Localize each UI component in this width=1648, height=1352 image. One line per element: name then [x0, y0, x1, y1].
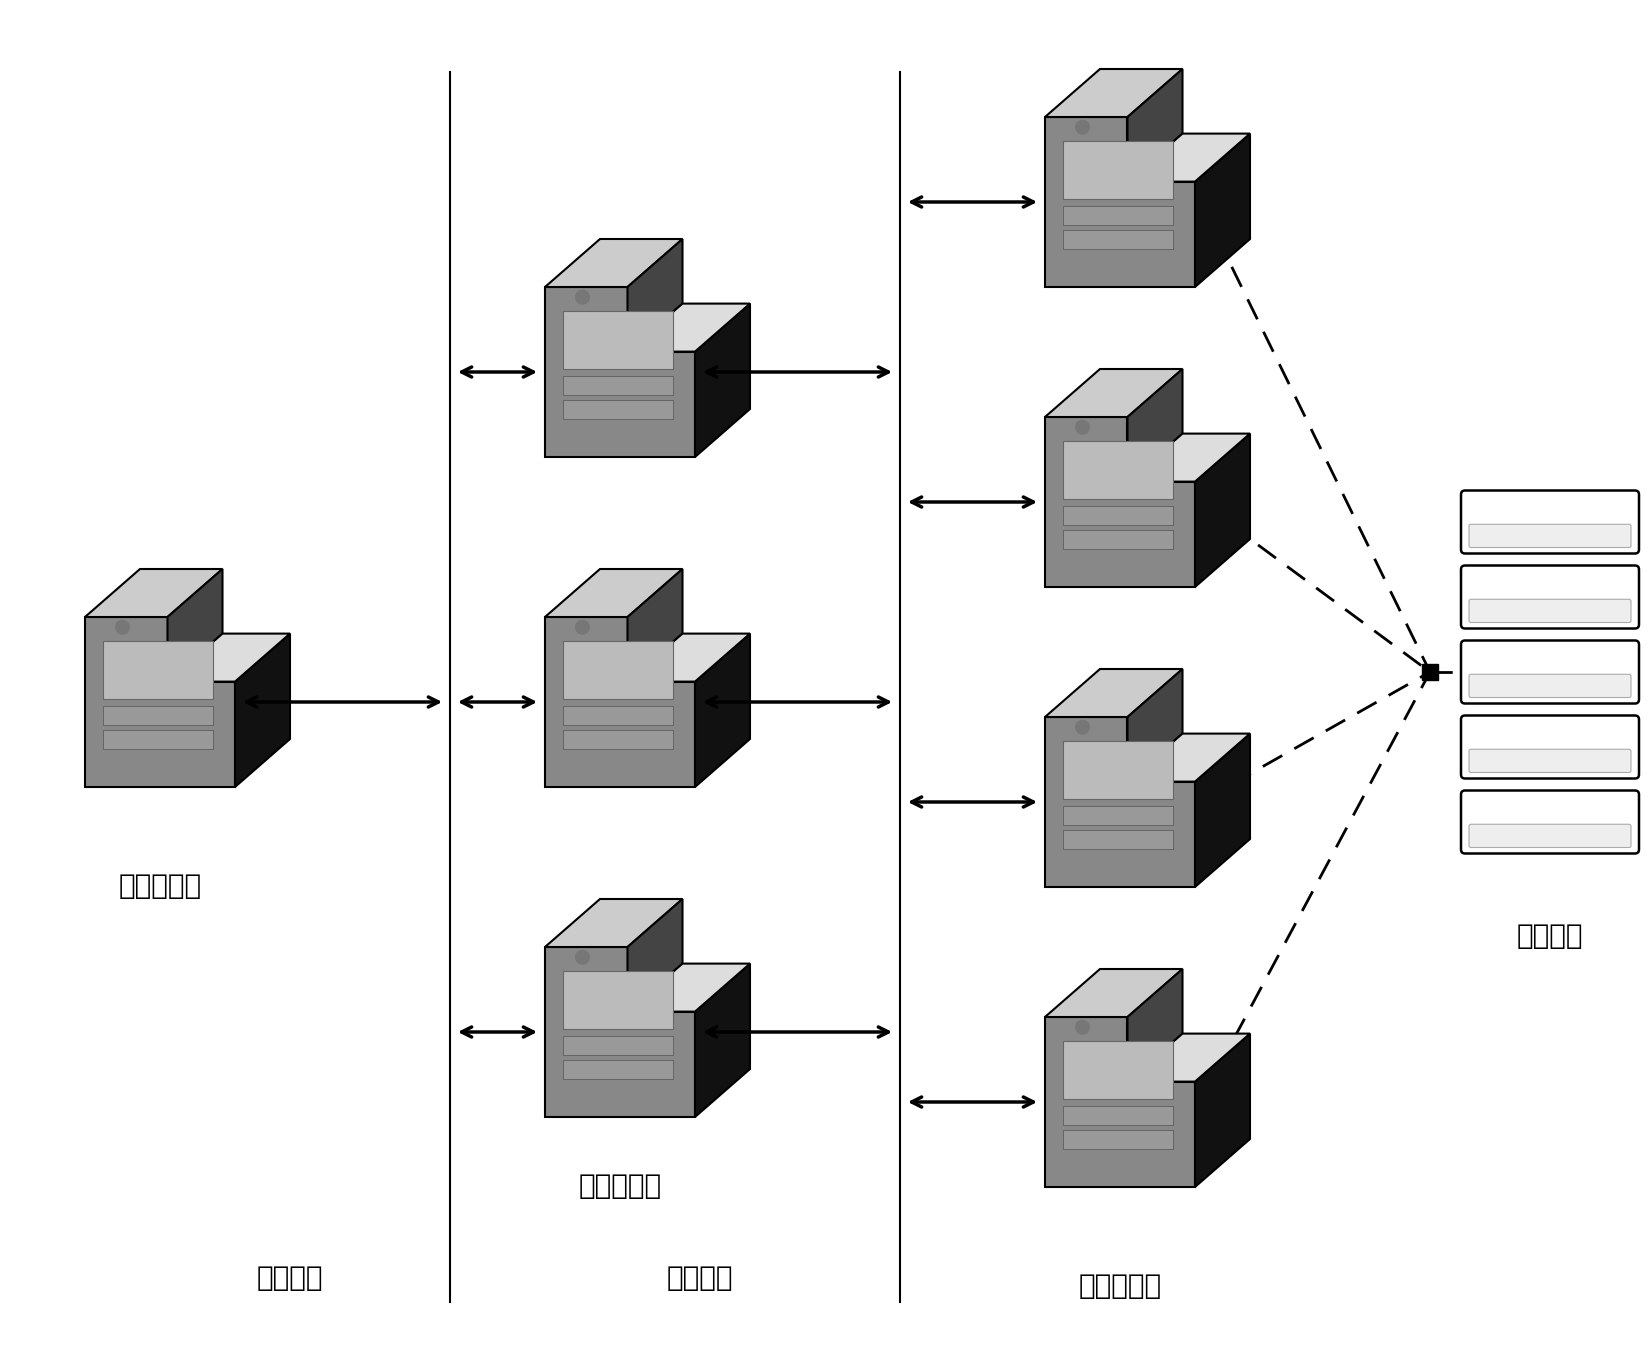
Polygon shape [1063, 207, 1172, 224]
Polygon shape [102, 730, 213, 749]
Polygon shape [102, 706, 213, 725]
Polygon shape [1063, 1130, 1172, 1149]
Circle shape [1076, 721, 1089, 734]
Polygon shape [628, 569, 682, 681]
Polygon shape [564, 706, 672, 725]
Polygon shape [564, 311, 672, 369]
FancyBboxPatch shape [1468, 525, 1632, 548]
Polygon shape [1195, 734, 1249, 887]
Circle shape [1076, 120, 1089, 134]
FancyBboxPatch shape [1462, 565, 1640, 629]
Text: 跨机通讯: 跨机通讯 [667, 1264, 733, 1293]
FancyBboxPatch shape [1462, 641, 1640, 703]
Polygon shape [1195, 134, 1249, 287]
Circle shape [575, 621, 590, 634]
Polygon shape [1045, 969, 1183, 1017]
Polygon shape [1127, 1033, 1249, 1082]
Polygon shape [628, 964, 750, 1011]
Text: 共享存储: 共享存储 [1516, 922, 1584, 950]
Polygon shape [695, 964, 750, 1117]
Polygon shape [1045, 717, 1195, 887]
FancyBboxPatch shape [1462, 791, 1640, 853]
Polygon shape [1063, 506, 1172, 525]
Polygon shape [1127, 969, 1183, 1082]
FancyBboxPatch shape [1468, 599, 1632, 622]
Polygon shape [564, 1036, 672, 1055]
Polygon shape [1195, 434, 1249, 587]
Polygon shape [1045, 69, 1183, 118]
Polygon shape [564, 1060, 672, 1079]
Polygon shape [236, 634, 290, 787]
Polygon shape [545, 899, 682, 946]
Polygon shape [1195, 1033, 1249, 1187]
Polygon shape [545, 617, 695, 787]
Polygon shape [1045, 416, 1195, 587]
Polygon shape [102, 641, 213, 699]
Polygon shape [545, 287, 695, 457]
Polygon shape [1063, 830, 1172, 849]
Polygon shape [1127, 734, 1249, 781]
Polygon shape [1127, 369, 1183, 481]
FancyBboxPatch shape [1468, 675, 1632, 698]
FancyBboxPatch shape [1462, 491, 1640, 553]
Polygon shape [628, 634, 750, 681]
Polygon shape [564, 376, 672, 395]
Circle shape [115, 621, 129, 634]
Polygon shape [1063, 1041, 1172, 1099]
Polygon shape [1045, 1017, 1195, 1187]
FancyBboxPatch shape [1468, 749, 1632, 772]
FancyBboxPatch shape [1468, 825, 1632, 848]
Polygon shape [1063, 1106, 1172, 1125]
Polygon shape [628, 304, 750, 352]
Circle shape [575, 950, 590, 964]
Polygon shape [1063, 530, 1172, 549]
Polygon shape [1127, 669, 1183, 781]
Text: 跨机通讯: 跨机通讯 [257, 1264, 323, 1293]
Polygon shape [1063, 230, 1172, 249]
Circle shape [575, 291, 590, 304]
Polygon shape [1063, 141, 1172, 199]
Polygon shape [168, 634, 290, 681]
Polygon shape [1063, 806, 1172, 825]
Circle shape [1076, 420, 1089, 434]
Text: 定序服务器: 定序服务器 [119, 872, 201, 900]
Polygon shape [1063, 741, 1172, 799]
Polygon shape [1127, 134, 1249, 181]
Polygon shape [628, 899, 682, 1011]
Polygon shape [545, 239, 682, 287]
Polygon shape [1063, 441, 1172, 499]
Polygon shape [1045, 369, 1183, 416]
Circle shape [1076, 1021, 1089, 1034]
Polygon shape [628, 239, 682, 352]
Polygon shape [545, 569, 682, 617]
Polygon shape [86, 569, 222, 617]
Polygon shape [545, 946, 695, 1117]
Text: 通信服务器: 通信服务器 [578, 1172, 661, 1201]
Polygon shape [564, 400, 672, 419]
Text: 应用服务器: 应用服务器 [1078, 1272, 1162, 1301]
Polygon shape [695, 304, 750, 457]
Polygon shape [1127, 434, 1249, 481]
Polygon shape [168, 569, 222, 681]
Polygon shape [564, 641, 672, 699]
Polygon shape [695, 634, 750, 787]
Polygon shape [86, 617, 236, 787]
Polygon shape [564, 971, 672, 1029]
FancyBboxPatch shape [1462, 715, 1640, 779]
Polygon shape [1045, 118, 1195, 287]
Polygon shape [1045, 669, 1183, 717]
Polygon shape [1127, 69, 1183, 181]
Polygon shape [564, 730, 672, 749]
